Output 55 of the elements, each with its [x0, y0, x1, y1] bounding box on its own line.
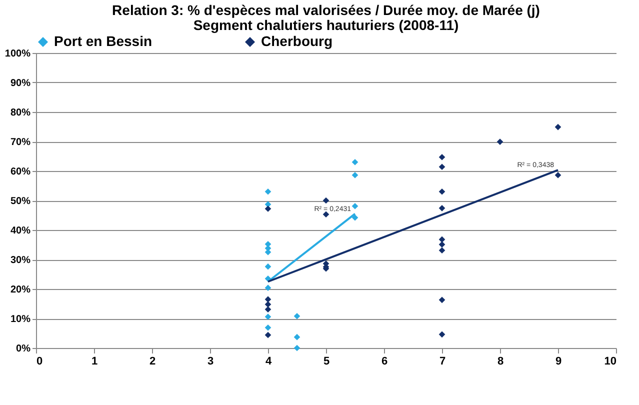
point: [438, 241, 446, 248]
chart-subtitle: Segment chalutiers hauturiers (2008-11): [193, 17, 459, 33]
point: [264, 324, 272, 331]
legend-label: Cherbourg: [261, 33, 333, 49]
y-tick-label: 20%: [10, 284, 31, 296]
point: [352, 158, 358, 166]
y-tick-label: 0%: [16, 344, 31, 354]
y-tick-label: 40%: [10, 226, 31, 236]
point: [264, 206, 272, 212]
point: [554, 124, 562, 130]
point: [352, 202, 358, 210]
x-tick-label: 1: [91, 356, 98, 368]
y-tick-label: 50%: [10, 196, 31, 207]
point: [264, 306, 272, 313]
point: [264, 314, 272, 320]
x-tick-label: 0: [36, 356, 43, 368]
x-tick-label: 6: [381, 356, 388, 368]
x-tick-label: 10: [604, 356, 616, 368]
point: [554, 172, 562, 178]
point: [264, 332, 272, 338]
x-tick-label: 4: [265, 356, 272, 368]
point: [438, 247, 446, 254]
x-tick-label: 7: [439, 356, 446, 368]
x-tick-label: 8: [497, 356, 504, 368]
point: [438, 296, 446, 304]
point: [438, 331, 446, 338]
y-tick-label: 80%: [10, 108, 31, 118]
x-tick-label: 5: [323, 356, 330, 368]
point: [264, 188, 272, 195]
point: [294, 312, 300, 320]
y-tick-label: 90%: [10, 78, 31, 89]
y-tick-label: 10%: [10, 314, 31, 325]
point: [322, 211, 330, 218]
x-tick-label: 9: [555, 356, 562, 368]
y-tick-label: 60%: [10, 166, 31, 178]
point: [352, 172, 358, 178]
legend-label: Port en Bessin: [54, 33, 152, 49]
point: [438, 164, 446, 170]
y-tick-label: 30%: [10, 255, 31, 266]
point: [438, 236, 446, 243]
point: [496, 138, 504, 145]
point: [438, 205, 446, 212]
point: [294, 334, 300, 340]
y-tick-label: 70%: [10, 137, 31, 148]
point: [438, 188, 446, 195]
chart-title: Relation 3: % d'espèces mal valorisées / Durée moy. de Marée (j): [112, 2, 540, 18]
point: [264, 263, 272, 270]
point: [294, 344, 300, 352]
x-tick-label: 3: [207, 356, 214, 368]
y-tick-label: 100%: [4, 48, 31, 60]
point: [264, 284, 272, 291]
point: [352, 214, 358, 221]
point: [322, 197, 330, 204]
x-tick-label: 2: [149, 356, 156, 368]
point: [438, 154, 446, 160]
